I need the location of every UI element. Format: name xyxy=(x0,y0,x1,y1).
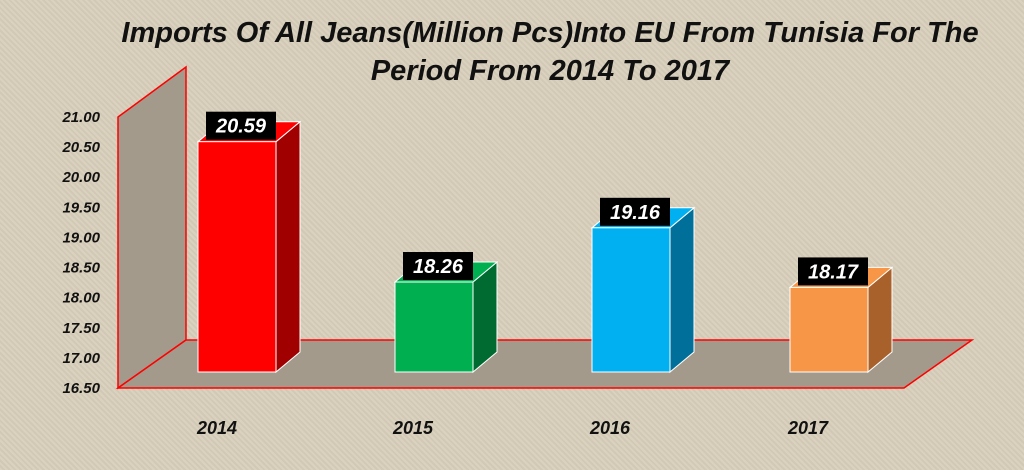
x-tick-label: 2014 xyxy=(196,418,237,438)
data-label-box xyxy=(206,111,276,140)
y-tick-label: 19.50 xyxy=(62,199,100,216)
x-tick-label: 2016 xyxy=(589,418,631,438)
y-tick-label: 20.50 xyxy=(61,139,100,156)
chart-title-line-2: Period From 2014 To 2017 xyxy=(370,55,730,87)
bar-side xyxy=(275,120,301,374)
y-tick-label: 18.00 xyxy=(62,290,100,307)
chart-title-line-1: Imports Of All Jeans(Million Pcs)Into EU… xyxy=(121,17,979,49)
bar-side xyxy=(669,206,695,374)
data-label-box xyxy=(798,257,868,286)
y-tick-label: 20.00 xyxy=(61,169,100,186)
y-tick-label: 17.00 xyxy=(62,350,100,367)
y-tick-label: 16.50 xyxy=(62,380,100,397)
y-tick-label: 18.50 xyxy=(62,260,100,277)
data-label-box xyxy=(600,197,670,226)
chart-title: Imports Of All Jeans(Million Pcs)Into EU… xyxy=(100,14,1000,90)
data-label: 18.17 xyxy=(808,261,859,283)
y-tick-label: 19.00 xyxy=(62,229,100,246)
data-label: 20.59 xyxy=(215,116,267,138)
back-wall xyxy=(117,65,187,390)
bar xyxy=(394,281,474,373)
bar xyxy=(789,286,869,373)
data-label: 18.26 xyxy=(413,256,464,278)
x-tick-label: 2015 xyxy=(392,418,434,438)
bar xyxy=(591,227,671,373)
x-tick-label: 2017 xyxy=(787,418,829,438)
data-label-box xyxy=(403,252,473,281)
y-tick-label: 21.00 xyxy=(61,109,100,126)
bar xyxy=(197,141,277,373)
data-label: 19.16 xyxy=(610,202,661,224)
floor xyxy=(115,339,975,389)
y-tick-label: 17.50 xyxy=(62,320,100,337)
